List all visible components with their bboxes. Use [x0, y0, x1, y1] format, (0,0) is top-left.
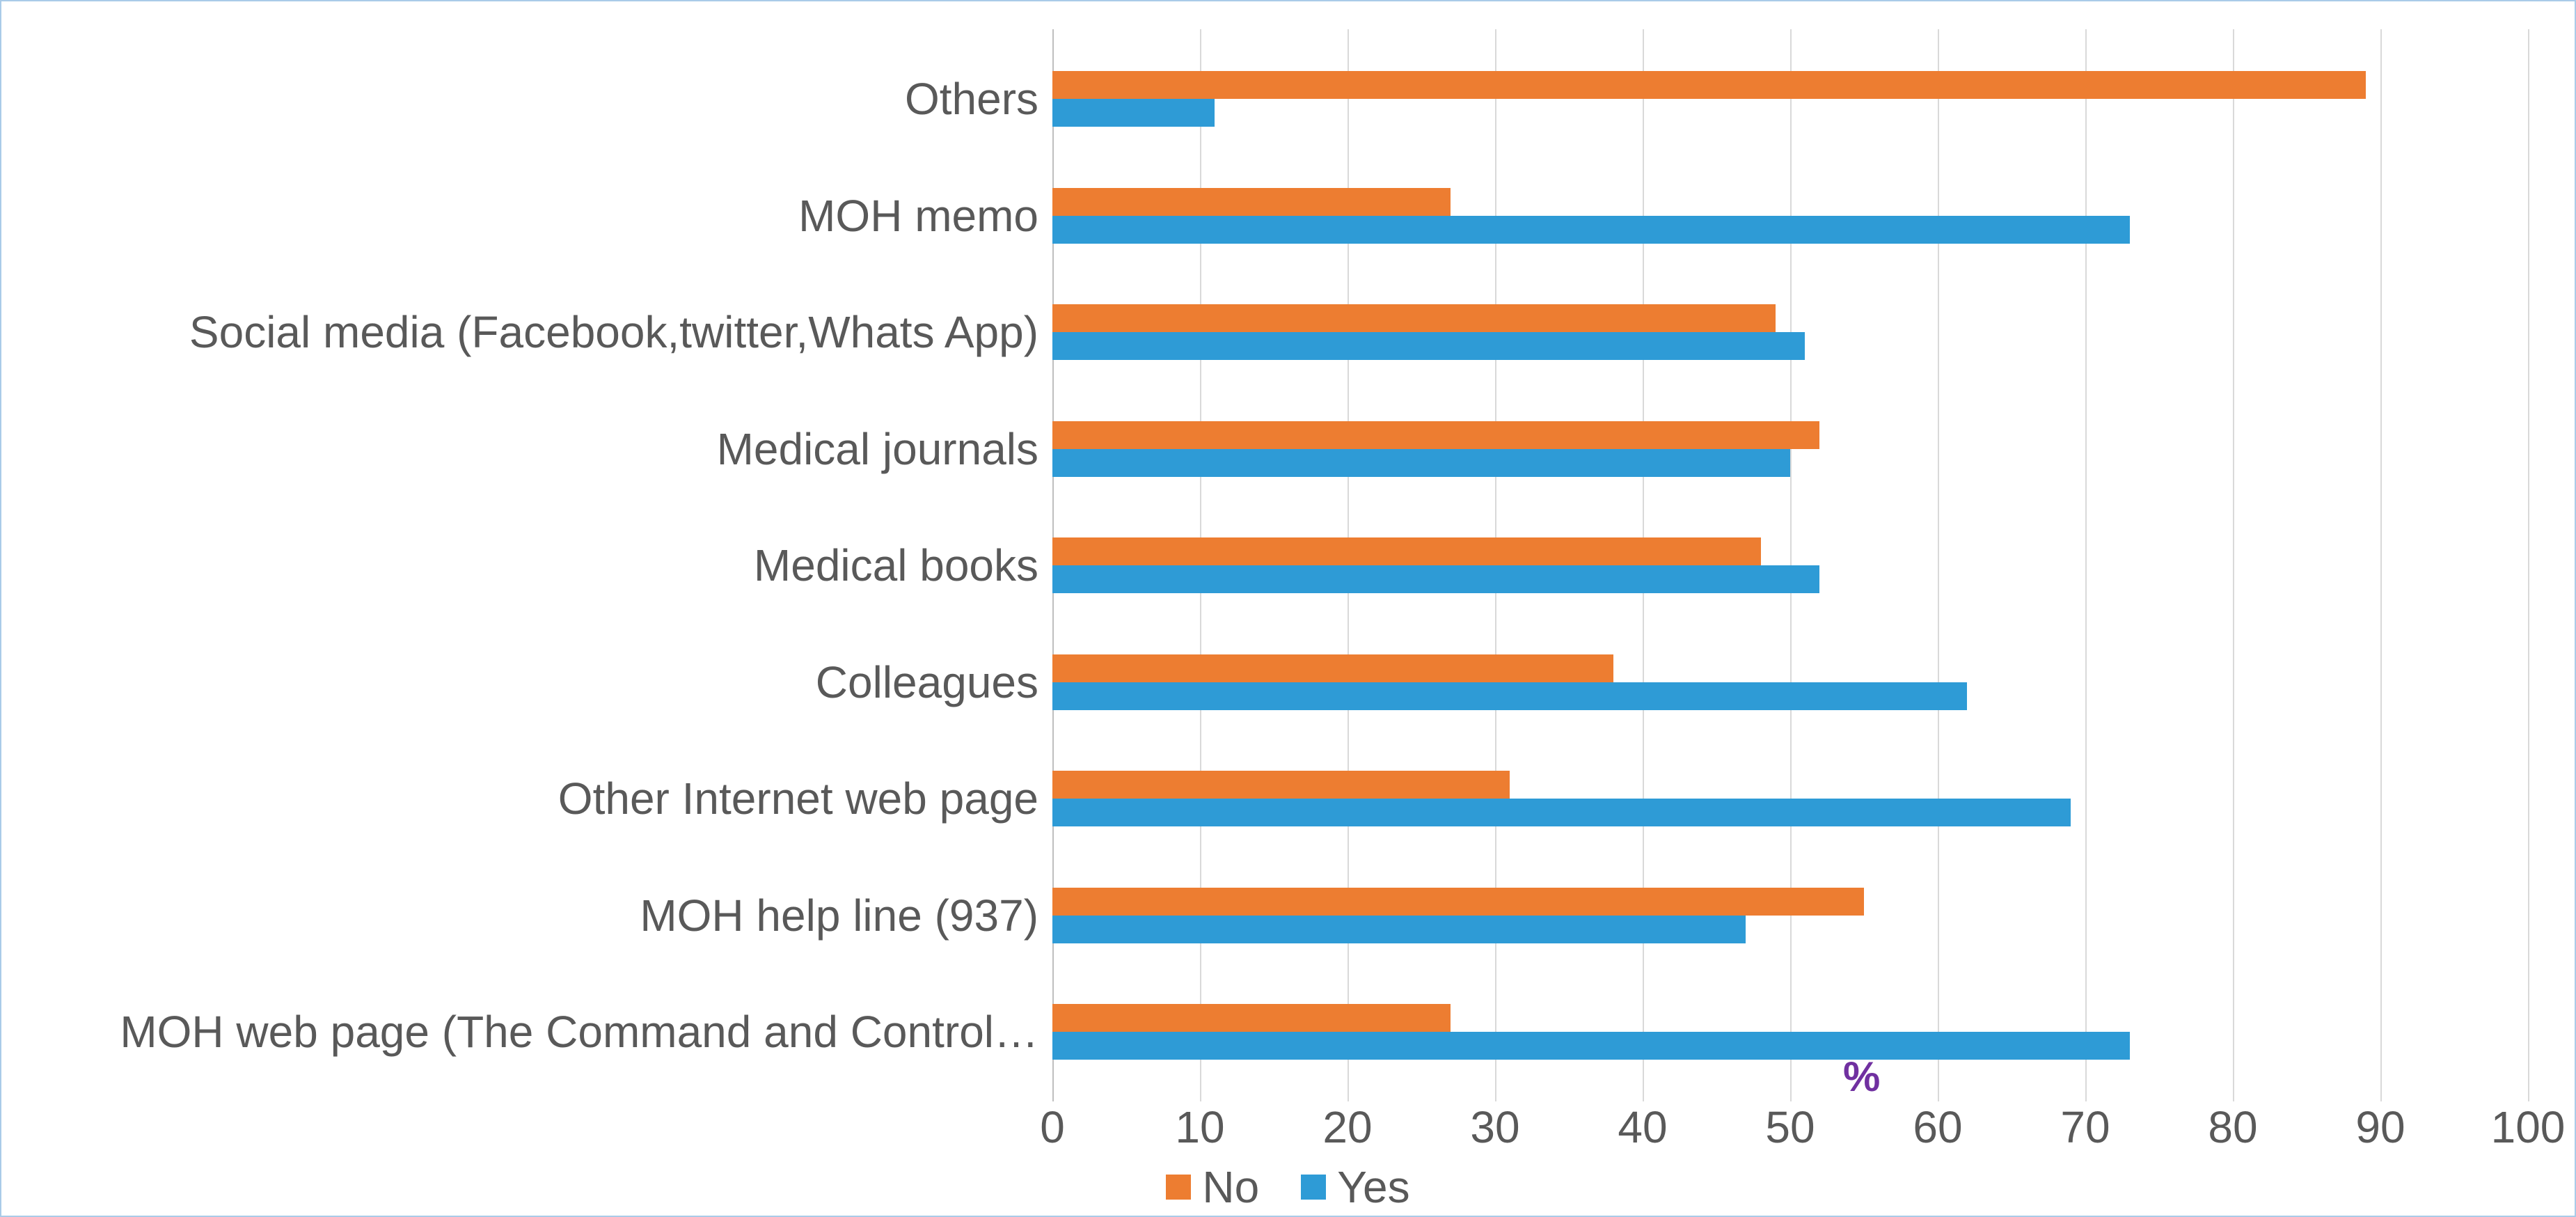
category-label: Social media (Facebook,twitter,Whats App… — [29, 306, 1038, 358]
x-tick-label: 80 — [2208, 1101, 2257, 1153]
category-label: Other Internet web page — [29, 773, 1038, 824]
bar-yes — [1052, 216, 2130, 244]
chart-frame: Others MOH memo Social media (Facebook,twi… — [0, 0, 2576, 1217]
bar-no — [1052, 1004, 1451, 1032]
bar-yes — [1052, 565, 1819, 593]
bars-layer — [1052, 29, 2547, 1101]
bar-no — [1052, 304, 1776, 332]
x-tick-label: 60 — [1913, 1101, 1962, 1153]
category-labels-column: Others MOH memo Social media (Facebook,twi… — [29, 29, 1052, 1101]
category-label: MOH help line (937) — [29, 890, 1038, 941]
x-tick-label: 50 — [1765, 1101, 1815, 1153]
bar-no — [1052, 71, 2366, 99]
x-tick-label: 30 — [1470, 1101, 1519, 1153]
legend-item-yes: Yes — [1301, 1161, 1409, 1213]
bar-yes — [1052, 1032, 2130, 1060]
bar-yes — [1052, 916, 1746, 943]
bar-yes — [1052, 449, 1790, 477]
x-axis-title: % — [1843, 1053, 1880, 1101]
category-label: Medical books — [29, 540, 1038, 591]
legend-label: No — [1202, 1161, 1259, 1213]
bar-yes — [1052, 682, 1967, 710]
x-tick-label: 90 — [2355, 1101, 2405, 1153]
x-tick-label: 0 — [1040, 1101, 1065, 1153]
bar-yes — [1052, 99, 1215, 127]
bar-yes — [1052, 799, 2071, 826]
bar-no — [1052, 654, 1613, 682]
category-label: Colleagues — [29, 657, 1038, 708]
legend: No Yes — [29, 1161, 2547, 1213]
bar-no — [1052, 421, 1819, 449]
bar-no — [1052, 537, 1761, 565]
legend-label: Yes — [1337, 1161, 1409, 1213]
category-label: Others — [29, 73, 1038, 125]
x-tick-label: 100 — [2491, 1101, 2566, 1153]
x-tick-label: 10 — [1175, 1101, 1224, 1153]
category-label: Medical journals — [29, 423, 1038, 475]
bar-no — [1052, 771, 1510, 799]
bar-yes — [1052, 332, 1805, 360]
legend-swatch — [1301, 1175, 1326, 1200]
plot-row: Others MOH memo Social media (Facebook,twi… — [29, 29, 2547, 1101]
bar-no — [1052, 188, 1451, 216]
bar-no — [1052, 888, 1864, 916]
x-tick-label: 70 — [2060, 1101, 2110, 1153]
x-tick-labels: 0102030405060708090100 — [1052, 1101, 2528, 1157]
x-tick-label: 20 — [1322, 1101, 1372, 1153]
category-label: MOH web page (The Command and Control… — [29, 1006, 1038, 1058]
legend-item-no: No — [1166, 1161, 1259, 1213]
plot-area: % — [1052, 29, 2547, 1101]
category-label: MOH memo — [29, 190, 1038, 242]
legend-swatch — [1166, 1175, 1191, 1200]
x-tick-label: 40 — [1618, 1101, 1667, 1153]
